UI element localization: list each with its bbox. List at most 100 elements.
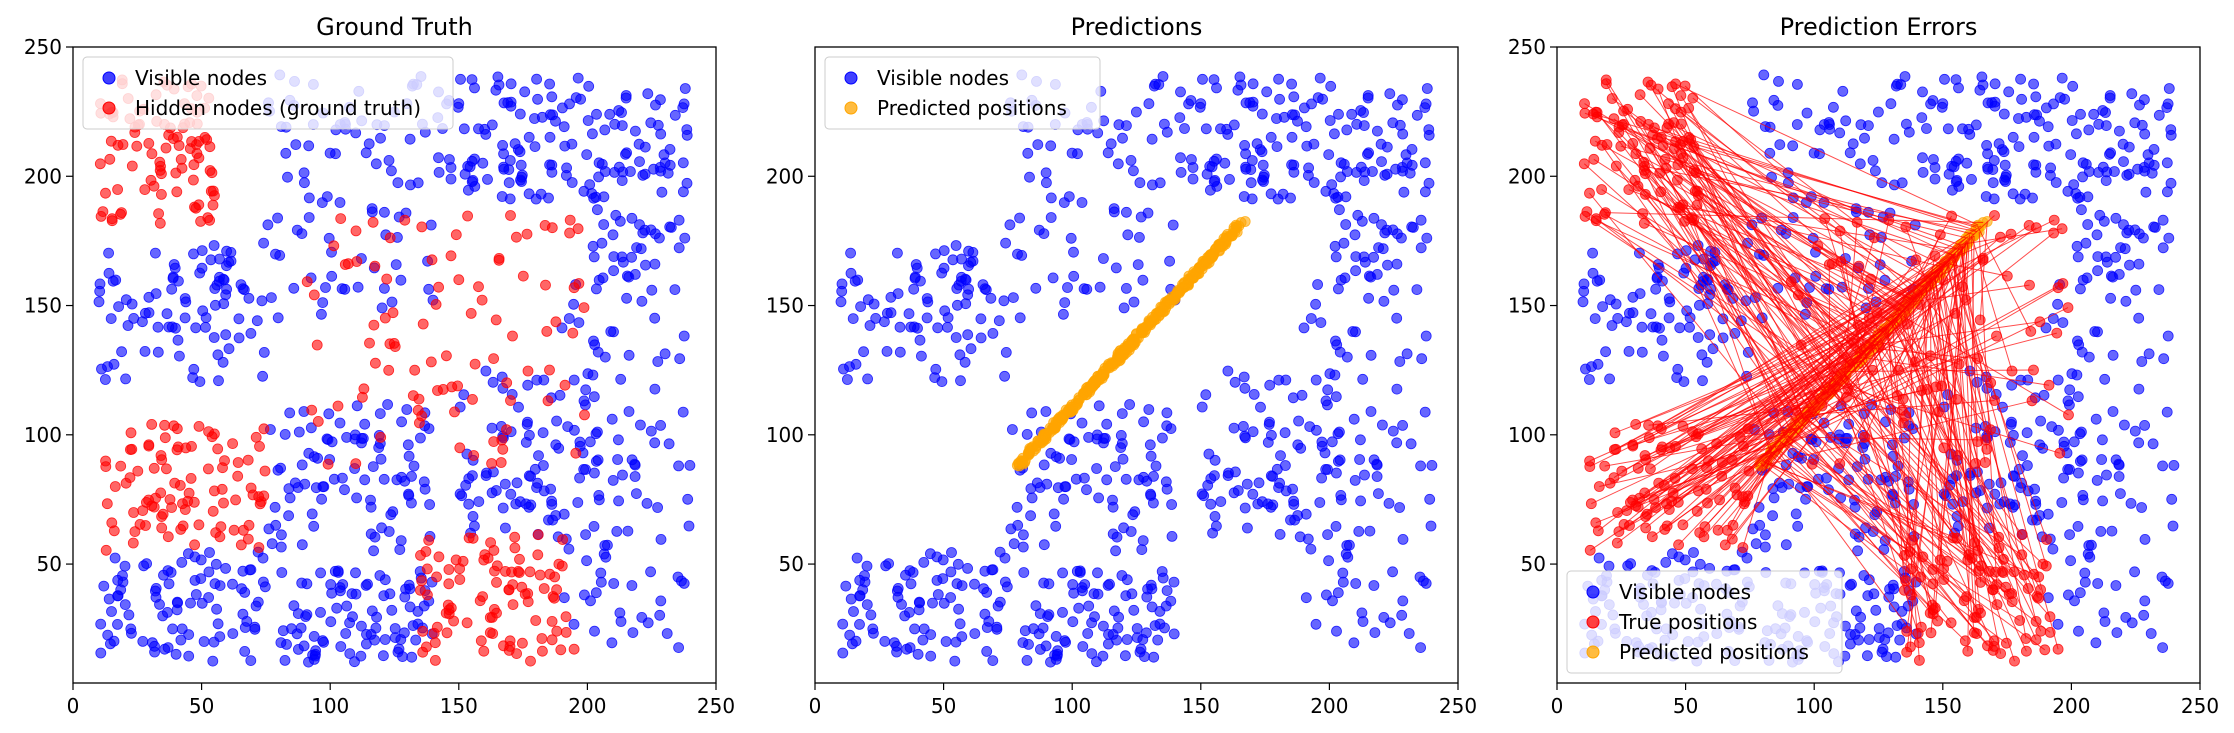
visible-node (583, 80, 595, 92)
visible-node (1415, 642, 1426, 653)
visible-node (1038, 539, 1050, 551)
visible-node (2148, 143, 2160, 155)
visible-node (445, 173, 457, 185)
visible-node (636, 295, 648, 307)
visible-node (1038, 577, 1050, 589)
visible-node (1264, 416, 1275, 428)
visible-node (987, 564, 999, 576)
visible-node (2161, 157, 2173, 169)
hidden-node (381, 273, 393, 285)
legend-marker (844, 101, 858, 115)
visible-node (960, 298, 972, 310)
visible-node (679, 232, 691, 244)
hidden-node (193, 519, 205, 531)
predicted-node (1174, 287, 1185, 299)
error-line (1947, 263, 2048, 540)
hidden-node (254, 440, 265, 452)
visible-node (1024, 171, 1035, 183)
visible-node (616, 107, 627, 118)
visible-node (1221, 123, 1232, 135)
visible-node (1018, 567, 1030, 578)
error-line (1979, 221, 1988, 320)
hidden-node (332, 400, 344, 412)
visible-node (2117, 138, 2129, 150)
visible-node (676, 575, 687, 587)
visible-node (1988, 155, 2000, 166)
error-line (1597, 257, 1950, 532)
visible-node (152, 321, 164, 333)
error-line (1843, 373, 1979, 572)
visible-node (1293, 415, 1304, 427)
visible-node (1045, 212, 1057, 223)
hidden-node (541, 325, 553, 337)
visible-node (2158, 353, 2170, 365)
visible-node (905, 321, 917, 333)
visible-node (620, 90, 632, 101)
visible-node (1032, 139, 1044, 151)
visible-node (913, 604, 925, 616)
visible-node (1373, 488, 1384, 500)
visible-node (2030, 495, 2041, 507)
visible-node (355, 620, 367, 632)
visible-node (1759, 541, 1771, 553)
visible-node (999, 370, 1010, 382)
visible-node (2097, 495, 2109, 507)
visible-node (2159, 575, 2171, 587)
visible-node (1578, 285, 1590, 297)
hidden-node (351, 256, 363, 267)
visible-node (544, 109, 556, 121)
visible-node (2047, 543, 2059, 555)
visible-node (917, 634, 929, 646)
visible-node (2111, 627, 2123, 638)
visible-node (2052, 374, 2064, 386)
visible-node (1314, 72, 1326, 84)
hidden-node (454, 563, 466, 575)
visible-node (326, 270, 338, 282)
hidden-node (433, 551, 445, 563)
visible-node (885, 307, 897, 319)
visible-node (1950, 74, 1962, 85)
visible-node (1780, 539, 1792, 551)
visible-node (375, 132, 386, 144)
visible-node (1333, 108, 1344, 120)
visible-node (566, 138, 578, 150)
visible-node (532, 477, 543, 489)
visible-node (2090, 413, 2102, 425)
visible-node (2035, 415, 2046, 427)
error-line (1895, 320, 1991, 431)
hidden-node (250, 431, 262, 443)
visible-node (1936, 101, 1948, 113)
visible-node (1692, 332, 1704, 343)
hidden-node (129, 526, 141, 537)
visible-node (1335, 494, 1347, 506)
hidden-node (132, 465, 144, 477)
error-line (1736, 356, 1863, 496)
hidden-node (506, 566, 517, 578)
visible-node (217, 356, 229, 368)
legend-label: Visible nodes (135, 66, 267, 90)
visible-node (1355, 495, 1366, 507)
hidden-node (215, 521, 227, 533)
visible-node (922, 296, 934, 308)
visible-node (137, 636, 149, 647)
error-line (1652, 453, 1772, 538)
visible-node (969, 628, 981, 639)
visible-node (1775, 224, 1787, 236)
error-line (1767, 460, 2020, 621)
legend-marker (1586, 615, 1600, 629)
hidden-node (367, 216, 379, 228)
predicted-node (1123, 341, 1135, 353)
error-line (1785, 438, 1938, 622)
visible-node (2071, 369, 2083, 381)
visible-node (2058, 472, 2070, 484)
visible-node (143, 307, 155, 319)
visible-node (505, 78, 517, 90)
hidden-node (369, 357, 381, 369)
visible-node (2163, 232, 2175, 244)
visible-node (580, 399, 591, 411)
visible-node (1421, 232, 1433, 244)
visible-node (360, 580, 372, 591)
visible-node (604, 108, 616, 120)
visible-node (951, 283, 963, 294)
error-line (1740, 427, 1797, 438)
